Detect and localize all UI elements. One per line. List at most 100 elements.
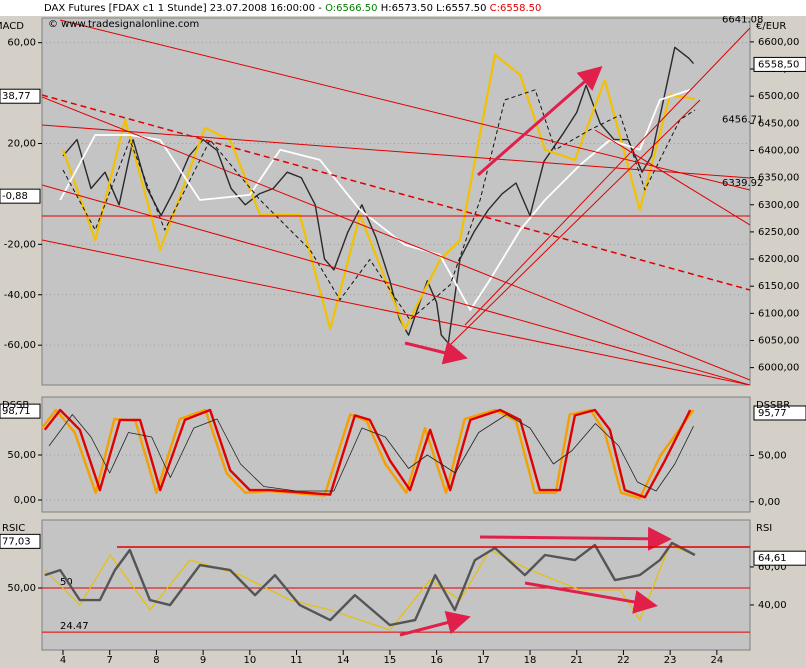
last-value-box (753, 56, 806, 72)
x-tick-label: 16 (430, 655, 443, 666)
x-tick-label: 8 (153, 655, 159, 666)
x-tick-label: 22 (617, 655, 630, 666)
symbol: DAX Futures [FDAX c1 1 Stunde] 23.07.200… (44, 3, 541, 14)
y2-tick-label: 6350,00 (758, 173, 799, 184)
last-value-label: 98,71 (2, 406, 31, 417)
x-tick-label: 15 (384, 655, 397, 666)
trendline (42, 239, 750, 385)
price-annotation: 6456.71 (722, 115, 763, 126)
header-bar (0, 0, 806, 16)
trendline (464, 27, 750, 326)
arrow (404, 341, 468, 365)
series-line (44, 544, 696, 631)
trendline (42, 124, 750, 179)
panel-right-label: DSSBR (756, 400, 790, 411)
y2-tick-label: 6400,00 (758, 145, 799, 156)
plot-area (41, 519, 751, 651)
arrow (524, 581, 658, 614)
series-line (59, 88, 691, 311)
y2-tick-label: 6250,00 (758, 227, 799, 238)
last-value-label: 95,77 (758, 408, 787, 419)
y2-tick-label: 60,00 (758, 562, 787, 573)
y2-tick-label: 6450,00 (758, 118, 799, 129)
high: H:6573.50 (381, 3, 433, 14)
x-tick-label: 9 (200, 655, 206, 666)
series-line (61, 53, 696, 331)
arrow (477, 66, 603, 177)
y2-tick-label: 6500,00 (758, 91, 799, 102)
series-group (41, 408, 695, 500)
y2-tick-label: 6100,00 (758, 308, 799, 319)
low: L:6557.50 (436, 3, 486, 14)
trendline (59, 19, 750, 191)
y2-tick-label: 6600,00 (758, 37, 799, 48)
trendline (594, 129, 750, 226)
trendlines (42, 19, 750, 385)
plot-area (41, 396, 751, 513)
arrow (479, 526, 672, 551)
trendline (42, 184, 750, 385)
panels: 60,0020,00-20,00-40,00-60,006600,006550,… (0, 15, 806, 666)
price-annotation: 6641.08 (722, 15, 763, 26)
y2-tick-label: 6000,00 (758, 363, 799, 374)
y2-tick-label: 0,00 (758, 497, 780, 508)
last-value-label: 6558,50 (758, 59, 799, 70)
panel-left-label: MACD (0, 21, 24, 32)
y-tick-label: 50,00 (7, 450, 36, 461)
panel-left-label: RSIC (2, 523, 25, 534)
y-tick-label: 20,00 (7, 139, 36, 150)
plot-area (41, 17, 751, 386)
y2-tick-label: 50,00 (758, 450, 787, 461)
trendline (42, 96, 750, 381)
y-tick-label: -40,00 (4, 290, 36, 301)
arrow (399, 610, 471, 637)
x-tick-label: 24 (710, 655, 723, 666)
series-line (62, 46, 695, 344)
y-tick-label: 50,00 (7, 583, 36, 594)
x-tick-label: 21 (570, 655, 583, 666)
last-value-box (0, 188, 41, 204)
x-tick-label: 17 (477, 655, 490, 666)
y-tick-label: 60,00 (7, 38, 36, 49)
x-tick-label: 4 (60, 655, 66, 666)
last-value-label: 64,61 (758, 553, 787, 564)
series-line (44, 541, 696, 627)
price-annotation: 6339.92 (722, 178, 763, 189)
open: O:6566.50 (325, 3, 377, 14)
x-tick-label: 18 (524, 655, 537, 666)
series-group (44, 541, 696, 631)
y-tick-label: 0,00 (14, 495, 36, 506)
last-value-box (753, 405, 806, 421)
last-value-box (753, 550, 806, 566)
series-line (48, 414, 694, 492)
panel-right-label: €/EUR (756, 21, 786, 32)
y2-tick-label: 6150,00 (758, 281, 799, 292)
panel-right-label: RSI (756, 523, 772, 534)
x-tick-label: 14 (337, 655, 350, 666)
y2-tick-label: 6300,00 (758, 200, 799, 211)
close: C:6558.50 (490, 3, 542, 14)
copyright: © www.tradesignalonline.com (48, 19, 199, 30)
x-tick-label: 7 (107, 655, 113, 666)
series-line (62, 89, 696, 321)
y2-tick-label: 40,00 (758, 600, 787, 611)
x-tick-label: 11 (290, 655, 303, 666)
last-value-box (0, 533, 41, 549)
level-label: 24.47 (60, 621, 89, 632)
last-value-box (0, 403, 41, 419)
last-value-label: -0,88 (2, 191, 28, 202)
series-group (59, 46, 696, 344)
x-tick-label: 23 (664, 655, 677, 666)
trendline (42, 94, 750, 291)
arrows (399, 66, 672, 637)
symbol-text: DAX Futures [FDAX c1 1 Stunde] 23.07.200… (44, 3, 322, 14)
y-tick-label: -60,00 (4, 340, 36, 351)
y-tick-label: -20,00 (4, 239, 36, 250)
panel-left-label: DSSB (2, 400, 29, 411)
series-line (43, 408, 692, 499)
x-tick-label: 10 (243, 655, 256, 666)
y2-tick-label: 6200,00 (758, 254, 799, 265)
last-value-label: 38,77 (2, 91, 31, 102)
